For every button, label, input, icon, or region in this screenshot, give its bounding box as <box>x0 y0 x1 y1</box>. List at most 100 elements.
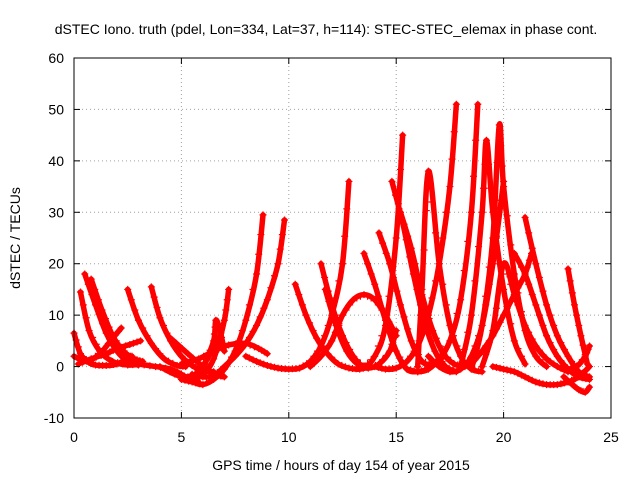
data-point <box>535 379 543 387</box>
data-point <box>216 327 224 335</box>
data-point <box>496 318 504 326</box>
data-point <box>557 357 565 365</box>
data-point <box>396 165 404 173</box>
data-point <box>464 237 472 245</box>
data-point <box>382 249 390 257</box>
data-point <box>328 309 336 317</box>
data-point <box>219 340 227 348</box>
data-point <box>586 342 594 350</box>
data-point <box>485 263 493 271</box>
data-point <box>188 378 196 386</box>
data-point <box>500 365 508 373</box>
satellite-pass-series <box>74 337 145 368</box>
data-point <box>446 321 454 329</box>
data-point <box>367 356 375 364</box>
data-point <box>123 350 131 358</box>
data-point <box>427 337 435 345</box>
data-point <box>471 277 479 285</box>
series-line <box>414 168 485 375</box>
data-point <box>583 349 591 357</box>
data-point <box>260 304 268 312</box>
data-point <box>424 167 432 175</box>
data-point <box>521 373 529 381</box>
data-point <box>79 358 87 366</box>
data-point <box>127 352 135 360</box>
data-point <box>491 196 499 204</box>
satellite-pass-series <box>564 342 594 373</box>
data-point <box>579 341 587 349</box>
data-point <box>259 211 267 219</box>
satellite-pass-series <box>87 275 147 365</box>
data-point <box>500 311 508 319</box>
data-point <box>296 364 304 372</box>
data-point <box>399 360 407 368</box>
data-point <box>213 320 221 328</box>
data-point <box>399 131 407 139</box>
data-point <box>210 337 218 345</box>
data-point <box>342 306 350 314</box>
data-point <box>331 294 339 302</box>
data-point <box>245 333 253 341</box>
data-point <box>224 359 232 367</box>
data-point <box>195 372 203 380</box>
data-point <box>102 350 110 358</box>
data-point <box>432 359 440 367</box>
data-point <box>371 363 379 371</box>
x-tick-label: 25 <box>603 429 619 445</box>
data-point <box>117 324 125 332</box>
data-point <box>381 316 389 324</box>
data-point <box>212 316 220 324</box>
data-point <box>532 260 540 268</box>
data-point <box>503 270 511 278</box>
data-point <box>460 345 468 353</box>
data-point <box>299 362 307 370</box>
data-point <box>485 337 493 345</box>
data-point <box>407 366 415 374</box>
data-point <box>313 356 321 364</box>
data-point <box>334 360 342 368</box>
data-point <box>156 314 164 322</box>
data-point <box>503 366 511 374</box>
data-point <box>586 383 594 391</box>
data-point <box>113 345 121 353</box>
series-line <box>565 266 591 367</box>
data-point <box>424 311 432 319</box>
data-point <box>117 343 125 351</box>
data-point <box>210 330 218 338</box>
data-point <box>215 323 223 331</box>
data-point <box>436 342 444 350</box>
data-point <box>255 250 263 258</box>
data-point <box>535 346 543 354</box>
data-point <box>184 350 192 358</box>
data-point <box>79 301 87 309</box>
data-point <box>160 321 167 329</box>
data-point <box>195 355 203 363</box>
data-point <box>514 345 522 353</box>
data-point <box>543 355 551 363</box>
data-point <box>356 292 364 300</box>
data-point <box>379 239 387 247</box>
data-point <box>192 371 200 379</box>
data-point <box>392 234 400 242</box>
data-point <box>583 360 591 368</box>
data-point <box>507 280 515 288</box>
data-point <box>418 285 426 293</box>
data-point <box>309 327 317 335</box>
data-point <box>94 296 102 304</box>
data-point <box>521 270 529 278</box>
data-point <box>448 155 456 163</box>
data-point <box>375 229 383 237</box>
data-point <box>274 260 282 268</box>
data-point <box>202 356 210 364</box>
data-point <box>134 360 142 368</box>
data-point <box>432 277 440 285</box>
data-point <box>364 364 372 372</box>
data-point <box>349 296 357 304</box>
data-point <box>339 339 347 347</box>
data-point <box>379 356 387 364</box>
data-point <box>97 351 105 359</box>
data-point <box>442 208 450 216</box>
data-point <box>324 321 332 329</box>
data-point <box>443 353 451 361</box>
chart-title: dSTEC Iono. truth (pdel, Lon=334, Lat=37… <box>55 21 598 37</box>
